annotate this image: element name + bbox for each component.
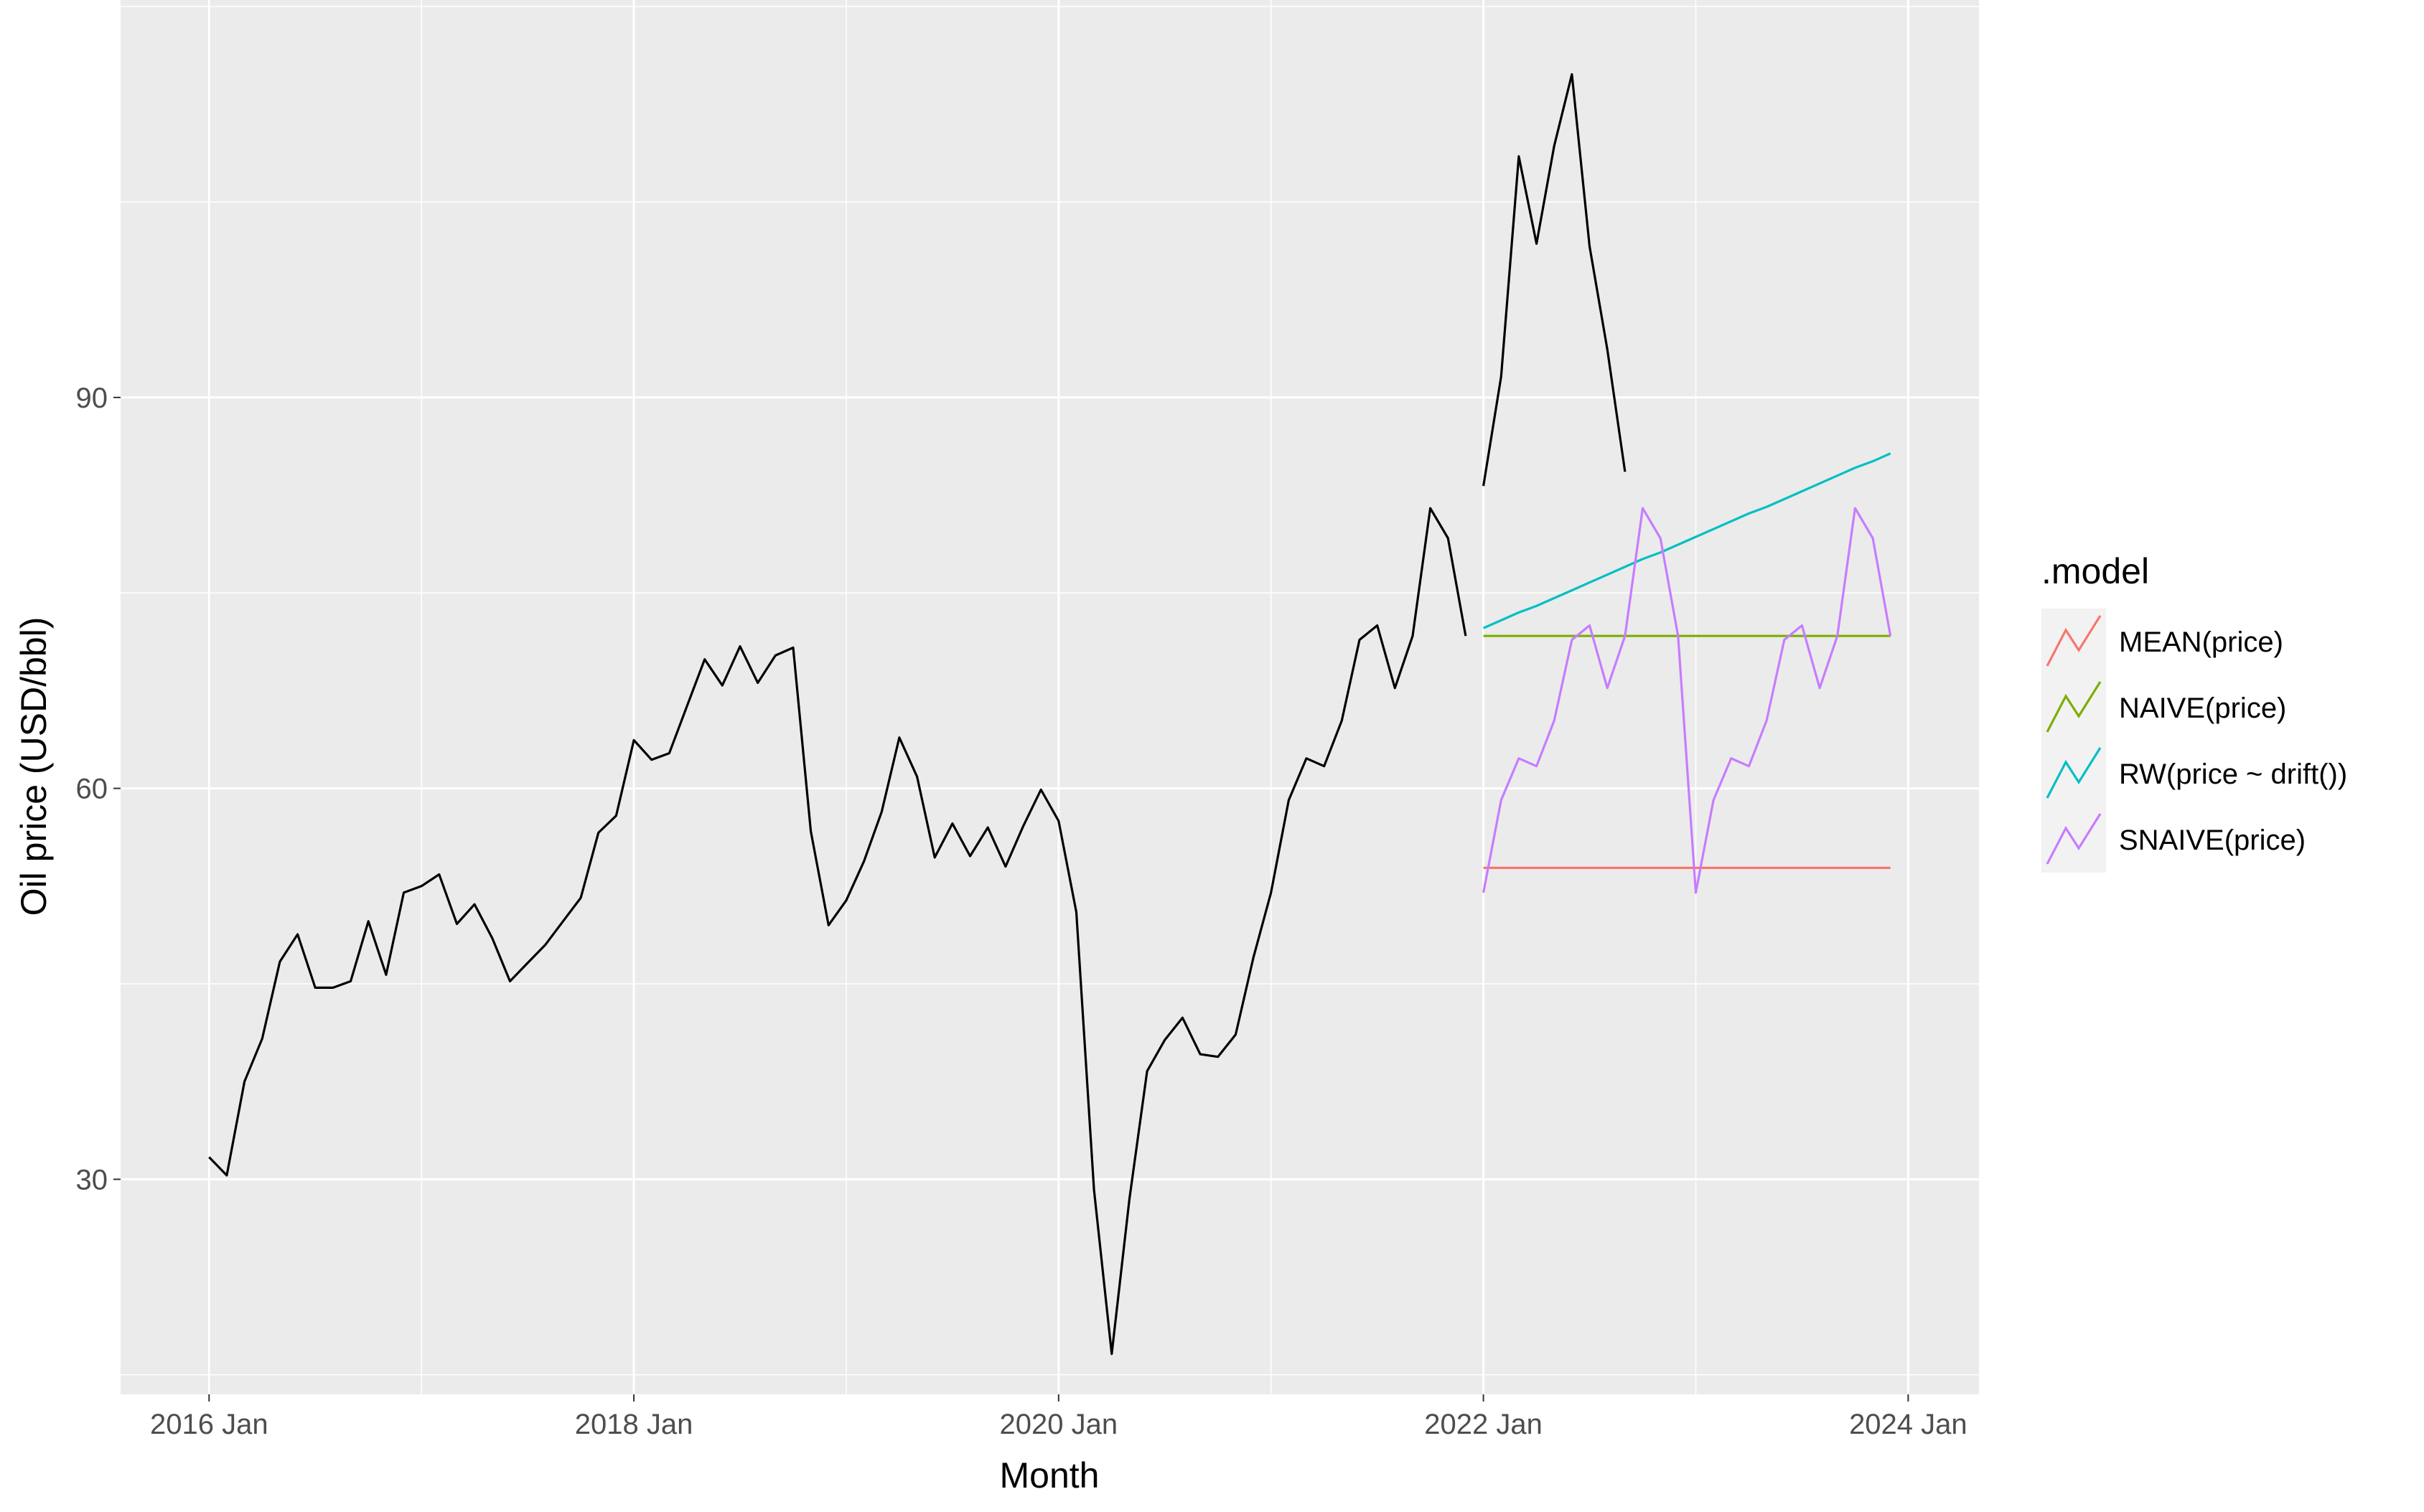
- legend-swatch-naive-price: [2046, 681, 2102, 733]
- legend-swatch-rw-price-drift: [2046, 747, 2102, 799]
- x-tick-label: 2022 Jan: [1424, 1409, 1543, 1440]
- y-axis: 30 60 90: [76, 382, 121, 1196]
- x-tick-label: 2024 Jan: [1849, 1409, 1967, 1440]
- y-tick-label: 30: [76, 1164, 108, 1196]
- legend-label-rw-price-drift: RW(price ~ drift()): [2119, 759, 2347, 790]
- grid-minor: [121, 0, 1979, 1394]
- grid-major: [121, 0, 1979, 1394]
- x-tick-label: 2018 Jan: [575, 1409, 693, 1440]
- legend-title: .model: [2041, 551, 2149, 591]
- legend-label-snaive-price: SNAIVE(price): [2119, 825, 2306, 856]
- legend-swatch-mean-price: [2046, 615, 2102, 667]
- x-tick-label: 2020 Jan: [1000, 1409, 1118, 1440]
- x-axis-title: Month: [1000, 1455, 1100, 1495]
- panel-background: [121, 0, 1979, 1394]
- legend: .model MEAN(price) NAIVE(price) RW(price ~…: [2041, 551, 2347, 873]
- series-layer: [208, 72, 1892, 1356]
- legend-label-naive-price: NAIVE(price): [2119, 692, 2286, 724]
- legend-swatch-snaive-price: [2046, 813, 2102, 865]
- series-line-rw-price-drift: [1482, 452, 1891, 629]
- series-line-snaive-price: [1482, 507, 1892, 894]
- series-line-actual: [1482, 72, 1627, 487]
- y-tick-label: 60: [76, 774, 108, 805]
- y-axis-title: Oil price (USD/bbl): [14, 617, 54, 916]
- y-tick-label: 90: [76, 382, 108, 414]
- legend-label-mean-price: MEAN(price): [2119, 626, 2283, 658]
- x-tick-label: 2016 Jan: [150, 1409, 268, 1440]
- x-axis: 2016 Jan 2018 Jan 2020 Jan 2022 Jan 2024 Jan: [150, 1394, 1967, 1440]
- series-line-history: [208, 507, 1467, 1356]
